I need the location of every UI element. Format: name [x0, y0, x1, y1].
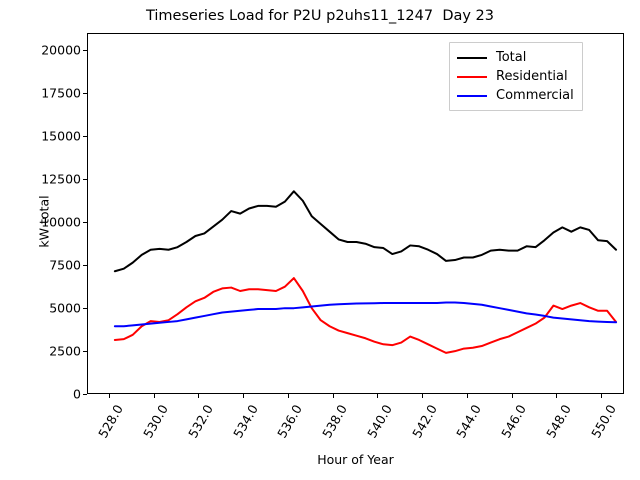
x-tick-mark — [556, 394, 558, 398]
legend-label: Commercial — [496, 88, 574, 103]
y-tick-label: 5000 — [49, 300, 81, 316]
y-tick-mark — [83, 393, 87, 395]
y-tick-label: 2500 — [49, 343, 81, 359]
y-axis-tick-labels: 0 2500 5000 7500 10000 12500 15000 17500 20000 — [0, 0, 81, 480]
legend-label: Total — [496, 50, 527, 65]
x-tick-mark — [332, 394, 334, 398]
legend-swatch-commercial-icon — [457, 94, 487, 97]
x-tick-mark — [198, 394, 200, 398]
y-tick-label: 7500 — [49, 257, 81, 273]
y-tick-label: 20000 — [41, 42, 81, 58]
y-tick-mark — [83, 49, 87, 51]
legend-item-total[interactable]: Total — [457, 48, 574, 67]
y-tick-label: 15000 — [41, 128, 81, 144]
chart-title: Timeseries Load for P2U p2uhs11_1247 Day… — [145, 8, 495, 24]
series-line-commercial — [113, 301, 618, 328]
series-line-total — [113, 190, 618, 273]
plot-lines — [113, 190, 618, 354]
y-tick-label: 17500 — [41, 85, 81, 101]
y-tick-mark — [83, 135, 87, 137]
legend-swatch-residential-icon — [457, 75, 487, 78]
x-tick-mark — [108, 394, 110, 398]
y-tick-mark — [83, 92, 87, 94]
y-tick-mark — [83, 264, 87, 266]
series-line-residential — [113, 277, 618, 354]
y-tick-label: 12500 — [41, 171, 81, 187]
legend-swatch-total-icon — [457, 56, 487, 59]
x-tick-mark — [511, 394, 513, 398]
y-tick-label: 0 — [73, 386, 81, 402]
chart-legend: Total Residential Commercial — [449, 42, 583, 111]
x-axis-label: Hour of Year — [317, 452, 394, 467]
y-tick-mark — [83, 350, 87, 352]
legend-item-commercial[interactable]: Commercial — [457, 86, 574, 105]
x-tick-mark — [287, 394, 289, 398]
legend-item-residential[interactable]: Residential — [457, 67, 574, 86]
x-tick-mark — [153, 394, 155, 398]
x-tick-mark — [243, 394, 245, 398]
y-tick-mark — [83, 178, 87, 180]
x-tick-mark — [377, 394, 379, 398]
legend-label: Residential — [496, 69, 568, 84]
x-tick-mark — [422, 394, 424, 398]
x-tick-mark — [601, 394, 603, 398]
plot-area — [87, 33, 624, 394]
y-axis-label: kW total — [36, 195, 52, 248]
x-tick-mark — [466, 394, 468, 398]
y-tick-mark — [83, 221, 87, 223]
y-tick-mark — [83, 307, 87, 309]
y-tick-label: 10000 — [41, 214, 81, 230]
